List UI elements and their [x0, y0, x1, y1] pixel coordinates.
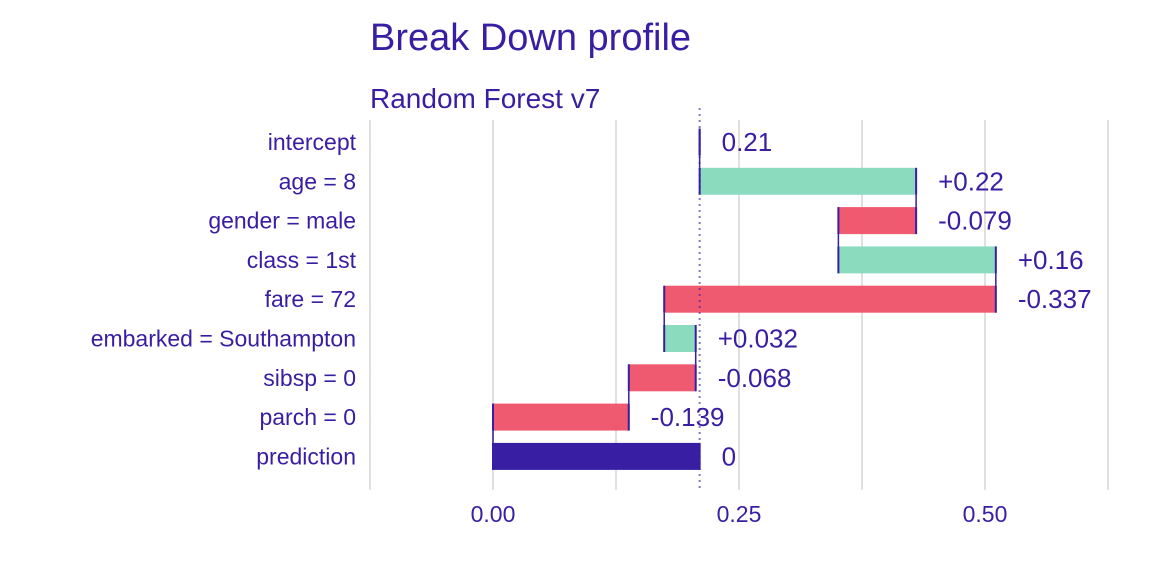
data-label: -0.139 [651, 402, 725, 432]
category-label: embarked = Southampton [91, 326, 356, 352]
data-label: +0.032 [718, 324, 798, 354]
text-layer: Break Down profile Random Forest v7 0.00… [91, 17, 1092, 527]
data-label: -0.337 [1018, 284, 1092, 314]
x-tick-label: 0.50 [963, 501, 1008, 527]
bar-negative [628, 364, 696, 392]
bar-negative [838, 207, 917, 235]
category-label: fare = 72 [265, 286, 356, 312]
bar-positive [838, 246, 996, 274]
category-label: class = 1st [247, 247, 357, 273]
category-label: prediction [256, 443, 356, 469]
category-label: parch = 0 [259, 404, 356, 430]
bar-positive [699, 167, 917, 195]
bar-prediction [493, 442, 700, 470]
category-label: gender = male [208, 208, 356, 234]
chart-title: Break Down profile [370, 17, 691, 59]
data-label: +0.16 [1018, 245, 1084, 275]
bar-layer [492, 108, 997, 490]
data-label: 0.21 [722, 127, 773, 157]
x-tick-label: 0.00 [471, 501, 516, 527]
category-label: sibsp = 0 [263, 365, 356, 391]
bar-positive [664, 325, 696, 352]
data-label: +0.22 [938, 166, 1004, 196]
category-label: intercept [268, 129, 357, 155]
bar-negative [493, 403, 629, 431]
category-label: age = 8 [279, 168, 356, 194]
x-tick-label: 0.25 [717, 501, 762, 527]
data-label: -0.079 [938, 206, 1012, 236]
data-label: -0.068 [718, 363, 792, 393]
data-label: 0 [722, 441, 736, 471]
bar-negative [664, 285, 996, 313]
chart-subtitle: Random Forest v7 [370, 83, 600, 114]
